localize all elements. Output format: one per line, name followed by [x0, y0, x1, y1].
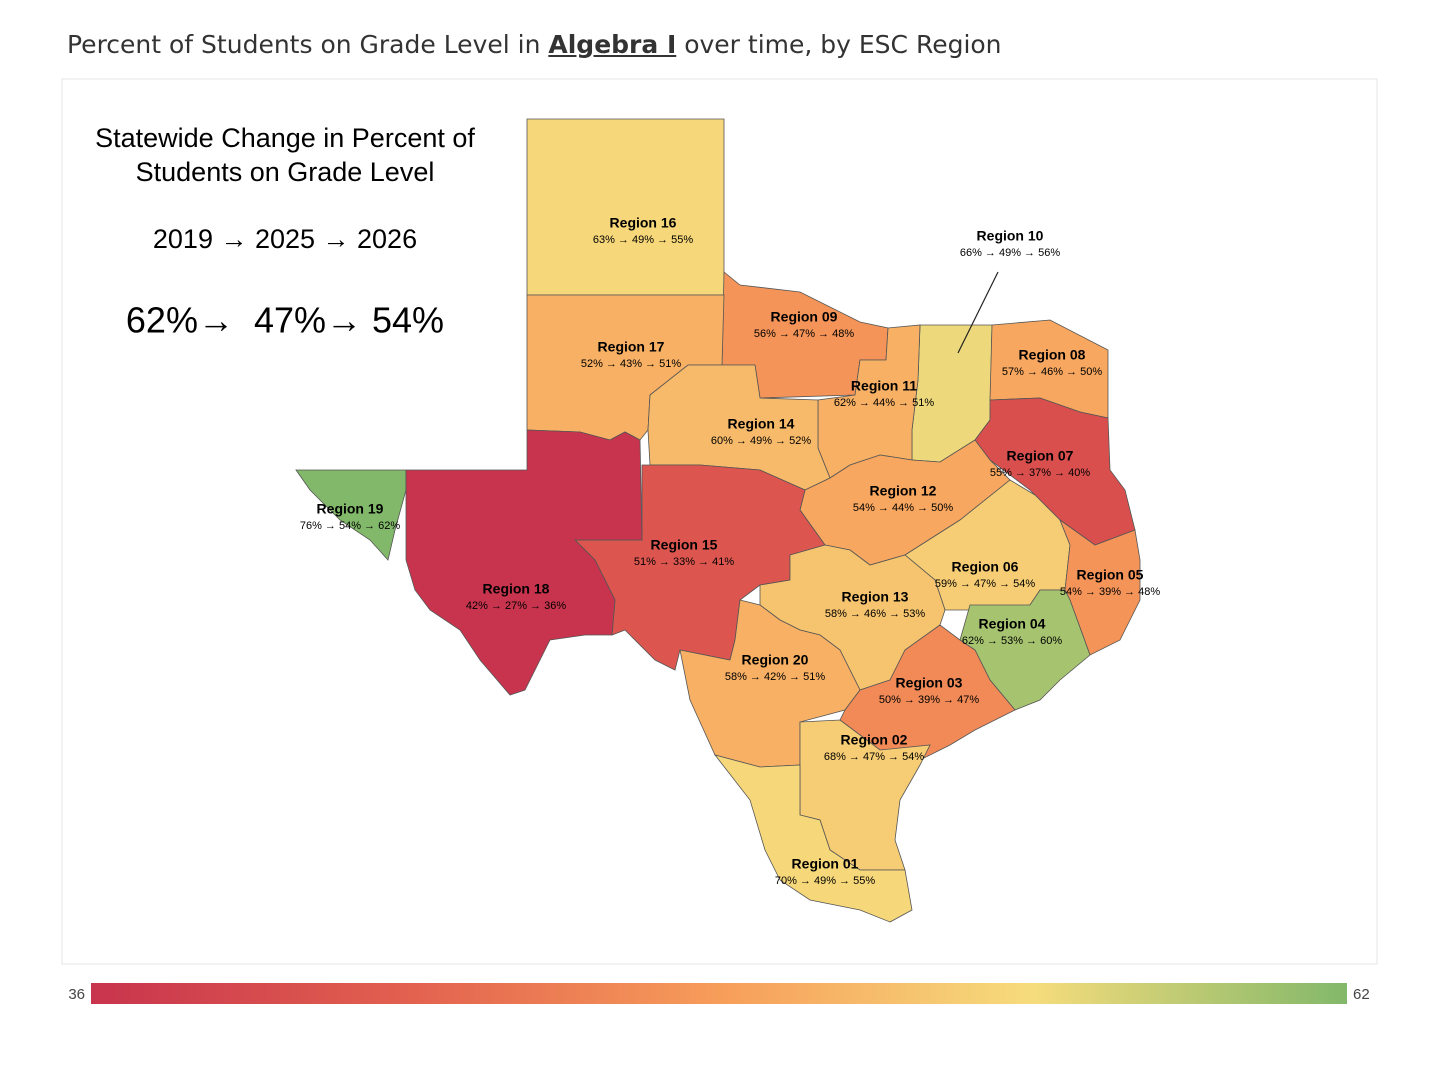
region-values: 55% → 37% → 40% [990, 467, 1090, 479]
region-values: 58% → 46% → 53% [825, 608, 925, 620]
region [839, 624, 1016, 761]
region-name: Region 02 [841, 732, 908, 748]
region-values: 62% → 53% → 60% [962, 635, 1062, 647]
leader-line [957, 271, 999, 354]
region [713, 754, 913, 923]
region-name: Region 07 [1007, 448, 1074, 464]
region-values: 57% → 46% → 50% [1002, 366, 1102, 378]
region-name: Region 05 [1077, 567, 1144, 583]
statewide-heading: Statewide Change in Percent of [95, 123, 475, 153]
title-text: over time, by ESC Region [676, 30, 1002, 59]
legend-bar [91, 983, 1347, 1004]
region-values: 54% → 39% → 48% [1060, 586, 1160, 598]
region [1059, 518, 1141, 656]
region-values: 51% → 33% → 41% [634, 556, 734, 568]
region-values: 56% → 47% → 48% [754, 328, 854, 340]
region-name: Region 17 [598, 339, 665, 355]
region-name: Region 20 [742, 652, 809, 668]
title-text: Percent of Students on Grade Level in [67, 30, 549, 59]
region-name: Region 04 [979, 616, 1046, 632]
legend-min: 36 [68, 986, 85, 1003]
region-name: Region 03 [896, 675, 963, 691]
region-values: 50% → 39% → 47% [879, 694, 979, 706]
statewide-heading: Students on Grade Level [136, 157, 435, 187]
statewide-values: 62%→ 47%→ 54% [126, 300, 444, 341]
region-name: Region 16 [610, 215, 677, 231]
region-values: 42% → 27% → 36% [466, 600, 566, 612]
region-name: Region 06 [952, 559, 1019, 575]
region [405, 429, 643, 696]
region-values: 76% → 54% → 62% [300, 520, 400, 532]
region-values: 60% → 49% → 52% [711, 435, 811, 447]
region-values: 66% → 49% → 56% [960, 247, 1060, 259]
region-name: Region 14 [728, 416, 795, 432]
region-values: 70% → 49% → 55% [775, 875, 875, 887]
legend-max: 62 [1353, 986, 1370, 1003]
region-values: 58% → 42% → 51% [725, 671, 825, 683]
region-name: Region 08 [1019, 347, 1086, 363]
region-name: Region 18 [483, 581, 550, 597]
region-name: Region 11 [851, 378, 917, 394]
statewide-years: 2019 → 2025 → 2026 [153, 224, 417, 254]
region-name: Region 15 [651, 537, 718, 553]
region-name: Region 12 [870, 483, 937, 499]
title-subject: Algebra I [548, 30, 677, 59]
region-name: Region 19 [317, 501, 384, 517]
page-title: Percent of Students on Grade Level in Al… [67, 30, 1002, 59]
region-name: Region 10 [977, 228, 1044, 244]
region-name: Region 13 [842, 589, 909, 605]
region-values: 59% → 47% → 54% [935, 578, 1035, 590]
region [526, 118, 725, 296]
region-name: Region 01 [792, 856, 859, 872]
region-values: 62% → 44% → 51% [834, 397, 934, 409]
region-name: Region 09 [771, 309, 838, 325]
region-values: 63% → 49% → 55% [593, 234, 693, 246]
region-values: 52% → 43% → 51% [581, 358, 681, 370]
region-values: 68% → 47% → 54% [824, 751, 924, 763]
region-values: 54% → 44% → 50% [853, 502, 953, 514]
